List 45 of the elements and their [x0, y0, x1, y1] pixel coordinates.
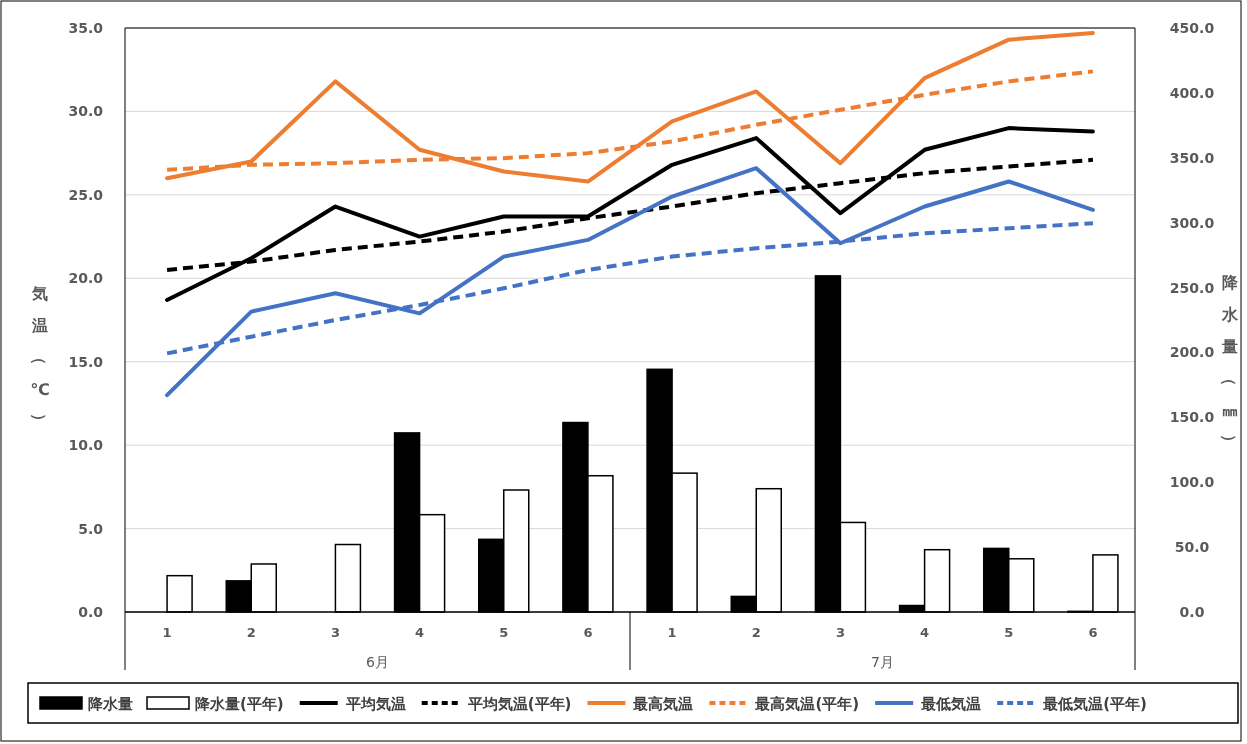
- x-tick-label: 3: [330, 625, 340, 640]
- x-tick-label: 4: [920, 625, 930, 640]
- x-tick-label: 2: [751, 625, 761, 640]
- y2-tick-label: 150.0: [1169, 409, 1215, 426]
- legend-label: 降水量: [88, 695, 133, 713]
- legend-label: 最低気温: [920, 695, 982, 713]
- x-tick-label: 3: [835, 625, 845, 640]
- y2-tick-label: 200.0: [1169, 344, 1215, 361]
- y-tick-label: 0.0: [78, 604, 104, 620]
- legend-label: 最低気温(平年): [1042, 695, 1147, 713]
- y2-tick-label: 300.0: [1169, 214, 1215, 231]
- text: 6月: [366, 654, 389, 670]
- x-tick-label: 1: [162, 625, 172, 640]
- legend-label: 最高気温(平年): [754, 695, 860, 713]
- y-tick-label: 5.0: [78, 520, 104, 537]
- legend-label: 最高気温: [632, 695, 694, 713]
- y-tick-label: 35.0: [68, 20, 104, 36]
- text: 7月: [871, 654, 894, 670]
- y2-tick-label: 250.0: [1169, 279, 1215, 296]
- y2-tick-label: 350.0: [1169, 149, 1215, 166]
- y2-tick-label: 0.0: [1179, 604, 1205, 620]
- y2-tick-label: 50.0: [1174, 539, 1210, 556]
- y-tick-label: 30.0: [68, 103, 104, 120]
- y-axis-title: 気温（℃）: [30, 284, 50, 429]
- y-tick-label: 25.0: [68, 186, 104, 203]
- y2-tick-label: 400.0: [1169, 84, 1215, 101]
- y2-tick-label: 100.0: [1169, 474, 1215, 491]
- y2-tick-label: 450.0: [1169, 20, 1215, 36]
- y-tick-label: 20.0: [68, 270, 104, 287]
- legend-label: 降水量(平年): [195, 695, 284, 713]
- x-tick-label: 4: [415, 625, 425, 640]
- legend-label: 平均気温: [344, 695, 406, 713]
- y-tick-label: 15.0: [68, 353, 104, 370]
- line-series: [165, 126, 1095, 302]
- x-tick-label: 5: [1004, 625, 1014, 640]
- legend-label: 平均気温(平年): [466, 695, 572, 713]
- x-tick-label: 6: [583, 625, 593, 640]
- x-tick-label: 1: [667, 625, 677, 640]
- y-tick-label: 10.0: [68, 437, 104, 454]
- line-series: [165, 166, 1095, 398]
- x-tick-label: 5: [499, 625, 509, 640]
- x-tick-label: 2: [246, 625, 256, 640]
- y2-axis-title: 降水量（㎜）: [1220, 273, 1239, 450]
- x-tick-label: 6: [1088, 625, 1098, 640]
- line-series: [165, 31, 1095, 184]
